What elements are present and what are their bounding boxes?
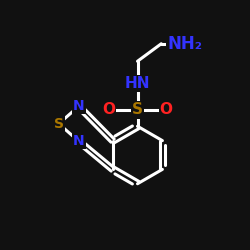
Text: O: O <box>102 102 115 118</box>
Text: HN: HN <box>125 76 150 91</box>
Text: O: O <box>160 102 173 118</box>
Text: N: N <box>73 99 85 113</box>
Text: S: S <box>54 117 64 131</box>
Text: NH₂: NH₂ <box>168 35 202 53</box>
Text: N: N <box>73 134 85 148</box>
Text: S: S <box>132 102 143 118</box>
